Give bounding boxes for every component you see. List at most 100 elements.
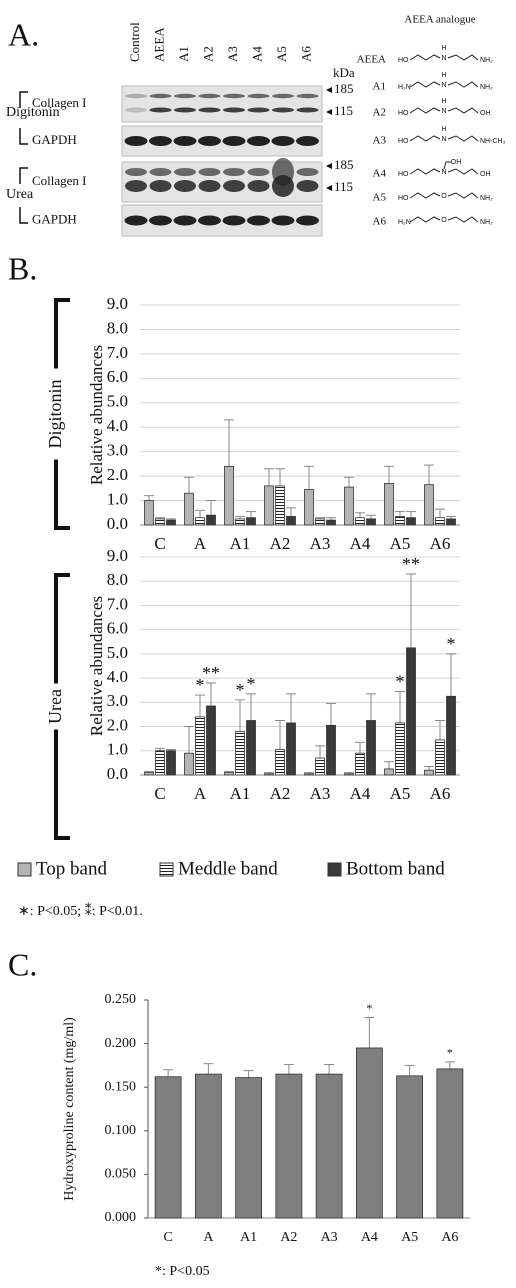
x-tick-label: A3 — [321, 1230, 338, 1245]
bar — [196, 518, 205, 525]
chem-bond — [410, 193, 440, 198]
blot-band — [149, 136, 172, 146]
chem-atom: H — [441, 72, 446, 79]
y-tick-label: 8.0 — [107, 570, 128, 589]
chem-atom: H — [441, 98, 446, 105]
chem-group: NH-CH₃ — [480, 138, 506, 145]
significance: * — [236, 680, 245, 700]
significance: ** — [402, 554, 420, 574]
analogue-name: A5 — [373, 192, 387, 204]
bar — [156, 519, 165, 525]
x-tick-label: A4 — [350, 784, 371, 803]
blot-band — [199, 180, 221, 192]
y-tick-label: 6.0 — [107, 619, 128, 638]
blot-panel — [122, 86, 322, 122]
blot-band — [296, 216, 319, 226]
blot-band — [150, 94, 172, 98]
y-tick-label: 6.0 — [107, 367, 128, 386]
bar — [196, 717, 205, 775]
legend-swatch — [18, 863, 31, 876]
chem-bond — [448, 108, 478, 113]
bar — [276, 486, 285, 525]
lane-label: A5 — [274, 46, 289, 62]
legend-label: Bottom band — [346, 858, 445, 879]
analogue-title: AEEA analogue — [404, 14, 475, 26]
chem-bond — [448, 82, 478, 87]
y-axis-label: Relative abundances — [87, 345, 106, 485]
y-tick-label: 1.0 — [107, 489, 128, 508]
chem-bond — [410, 55, 440, 60]
analogue-name: A4 — [373, 168, 387, 180]
legend-label: Meddle band — [178, 858, 278, 879]
y-tick-label: 2.0 — [107, 465, 128, 484]
bar — [195, 1074, 221, 1218]
chem-group: OH — [480, 171, 491, 178]
bar — [236, 519, 245, 525]
blot-band — [174, 136, 197, 146]
bar — [327, 520, 336, 525]
y-tick-label: 2.0 — [107, 715, 128, 734]
analogue-name: AEEA — [357, 54, 386, 66]
blot-band — [223, 180, 245, 192]
bar — [407, 518, 416, 525]
marker-arrow — [326, 109, 332, 115]
x-tick-label: A1 — [230, 534, 251, 553]
blot-band — [125, 180, 147, 192]
bar — [367, 721, 376, 776]
blot-band — [125, 108, 147, 113]
bar — [367, 519, 376, 525]
chem-group: H₂N — [398, 84, 411, 91]
bar — [385, 769, 394, 775]
chem-group: OH — [480, 110, 491, 117]
x-tick-label: A — [194, 784, 207, 803]
chem-bond — [410, 169, 440, 174]
blot-band — [297, 168, 319, 176]
bar — [207, 515, 216, 525]
blot-band — [297, 108, 319, 113]
chem-atom: OH — [451, 159, 462, 166]
bar — [145, 773, 154, 775]
y-tick-label: 8.0 — [107, 318, 128, 337]
chem-group: H₂N — [398, 219, 411, 226]
lane-label: A6 — [298, 46, 313, 62]
bar — [396, 723, 405, 775]
lane-label: A1 — [176, 46, 191, 62]
x-tick-label: A1 — [230, 784, 251, 803]
y-tick-label: 0.150 — [105, 1079, 137, 1094]
chem-group: HO — [398, 110, 409, 117]
bar — [397, 1076, 423, 1218]
panel-label: A. — [8, 16, 39, 52]
bar — [167, 751, 176, 775]
chem-group: HO — [398, 57, 409, 64]
x-tick-label: A2 — [270, 784, 291, 803]
marker-label: 115 — [334, 103, 353, 118]
legend-label: Top band — [36, 858, 107, 879]
x-tick-label: A3 — [310, 534, 331, 553]
unit-label: kDa — [333, 65, 355, 80]
blot-band — [125, 136, 148, 146]
x-tick-label: C — [154, 784, 165, 803]
blot-band — [297, 180, 319, 192]
analogue-name: A2 — [373, 107, 386, 119]
lane-label: A4 — [249, 46, 264, 62]
bar — [316, 1074, 342, 1218]
blot-band — [223, 94, 245, 98]
bar — [316, 519, 325, 525]
bar — [436, 518, 445, 525]
bar — [287, 723, 296, 775]
analogue-name: A1 — [373, 81, 386, 93]
lane-label: AEEA — [151, 27, 166, 62]
blot-band — [296, 136, 319, 146]
chem-group: NH₂ — [480, 195, 493, 202]
bar — [225, 466, 234, 525]
blot-band — [272, 108, 294, 113]
chem-atom: O — [441, 193, 447, 200]
blot-band — [297, 94, 319, 98]
group-label: Digitonin — [6, 105, 60, 120]
chem-group: NH₂ — [480, 57, 493, 64]
blot-band — [150, 180, 172, 192]
lane-label: A3 — [225, 46, 240, 62]
y-tick-label: 1.0 — [107, 740, 128, 759]
x-tick-label: A5 — [401, 1230, 418, 1245]
y-tick-label: 9.0 — [107, 546, 128, 565]
